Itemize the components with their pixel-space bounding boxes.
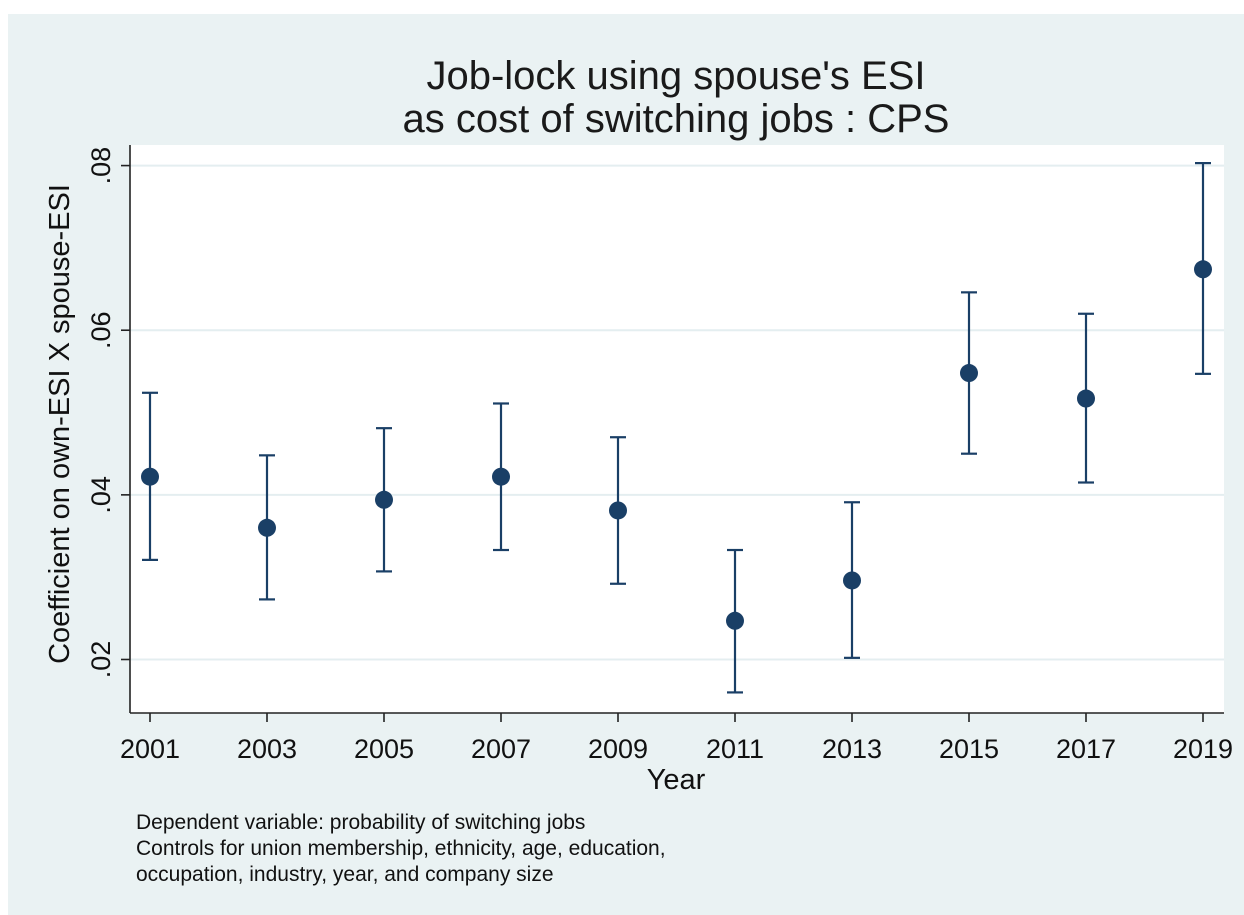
note-line-controls-continued: occupation, industry, year, and company … xyxy=(136,863,554,886)
x-tick-label: 2003 xyxy=(237,734,297,764)
note-line-controls: Controls for union membership, ethnicity… xyxy=(136,837,666,860)
x-tick-label: 2005 xyxy=(354,734,414,764)
x-tick-label: 2017 xyxy=(1056,734,1116,764)
x-tick-label: 2015 xyxy=(939,734,999,764)
plot-area xyxy=(130,145,1224,713)
data-point xyxy=(258,518,276,537)
data-points xyxy=(141,260,1212,630)
data-point xyxy=(960,364,978,383)
data-point xyxy=(375,490,393,509)
x-tick-label: 2001 xyxy=(120,734,180,764)
y-tick-label: .06 xyxy=(86,311,116,349)
chart-notes: Dependent variable: probability of switc… xyxy=(136,810,666,888)
x-axis-label: Year xyxy=(647,764,706,796)
y-tick-label: .08 xyxy=(86,147,116,185)
x-tick-label: 2011 xyxy=(706,734,764,764)
data-point xyxy=(1077,389,1095,408)
x-tick-label: 2019 xyxy=(1173,734,1233,764)
chart-title-line-2: as cost of switching jobs : CPS xyxy=(403,97,950,141)
data-point xyxy=(609,501,627,520)
note-line-dependent-variable: Dependent variable: probability of switc… xyxy=(136,811,586,834)
data-point xyxy=(726,611,744,630)
x-axis-ticks: 2001 2003 2005 2007 2009 2011 2013 2015 2017 2019 xyxy=(120,713,1233,764)
y-axis-label: Coefficient on own-ESI X spouse-ESI xyxy=(44,184,76,664)
y-tick-label: .02 xyxy=(86,641,116,679)
y-tick-label: .04 xyxy=(86,476,116,514)
data-point xyxy=(141,467,159,486)
gridlines xyxy=(130,164,1224,661)
data-point xyxy=(492,467,510,486)
data-point xyxy=(843,571,861,590)
x-tick-label: 2009 xyxy=(588,734,648,764)
data-point xyxy=(1194,260,1212,279)
x-tick-label: 2007 xyxy=(471,734,531,764)
chart-title-line-1: Job-lock using spouse's ESI xyxy=(426,54,925,98)
y-axis-ticks: .02 .04 .06 .08 xyxy=(86,147,130,678)
x-tick-label: 2013 xyxy=(822,734,882,764)
